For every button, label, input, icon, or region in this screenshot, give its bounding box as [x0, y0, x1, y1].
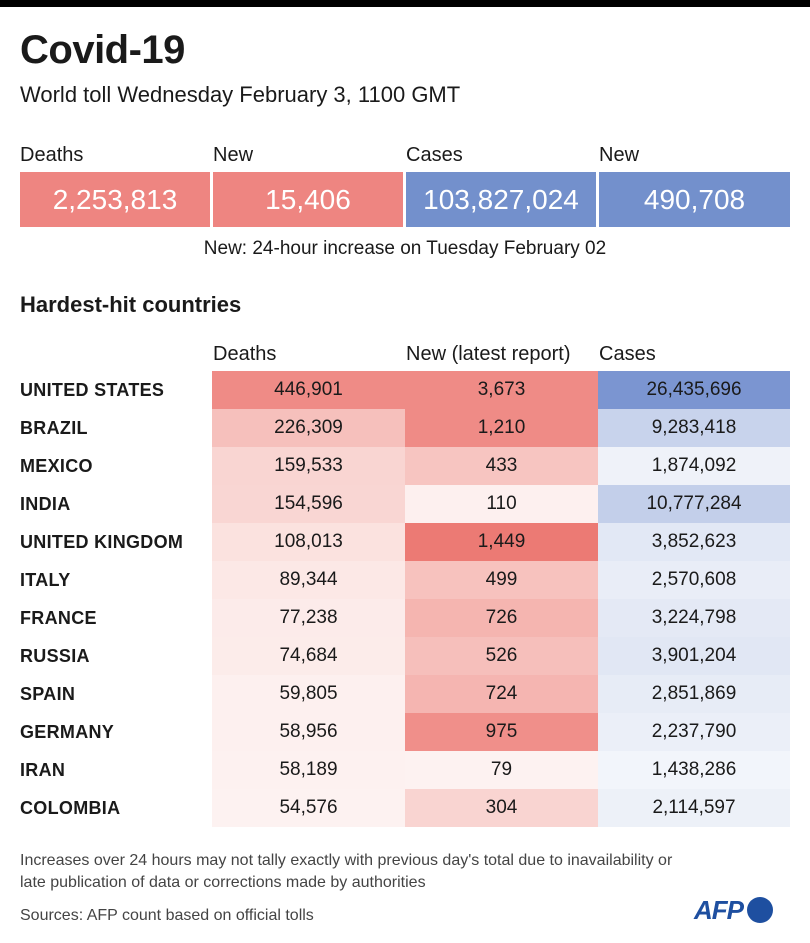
new-cell: 975 [405, 713, 598, 751]
deaths-cell: 154,596 [212, 485, 405, 523]
deaths-cell: 159,533 [212, 447, 405, 485]
country-name: RUSSIA [20, 646, 90, 666]
new-cell: 79 [405, 751, 598, 789]
footnote: Increases over 24 hours may not tally ex… [20, 852, 673, 891]
table-row: COLOMBIA 54,576 304 2,114,597 [0, 789, 810, 827]
cases-cell: 3,901,204 [598, 637, 790, 675]
new-cell: 1,449 [405, 523, 598, 561]
cases-cell: 1,438,286 [598, 751, 790, 789]
sources: Sources: AFP count based on official tol… [20, 907, 314, 924]
new-cell: 433 [405, 447, 598, 485]
new-cell: 526 [405, 637, 598, 675]
cases-cell: 26,435,696 [598, 371, 790, 409]
deaths-cell: 54,576 [212, 789, 405, 827]
new-definition-note: New: 24-hour increase on Tuesday Februar… [203, 238, 607, 259]
country-name: COLOMBIA [20, 798, 121, 818]
new-cell: 1,210 [405, 409, 598, 447]
cases-cell: 9,283,418 [598, 409, 790, 447]
deaths-cell: 74,684 [212, 637, 405, 675]
country-name: UNITED STATES [20, 380, 165, 400]
totals-header-cases: Cases [406, 144, 463, 166]
country-name: GERMANY [20, 722, 115, 742]
country-name: UNITED KINGDOM [20, 532, 184, 552]
cases-cell: 1,874,092 [598, 447, 790, 485]
new-cell: 3,673 [405, 371, 598, 409]
page-title: Covid-19 [20, 28, 185, 72]
afp-logo-dot-icon [747, 897, 773, 923]
column-header-new: New (latest report) [406, 343, 571, 365]
totals-header-new-cases: New [599, 144, 640, 166]
total-deaths: 2,253,813 [20, 172, 210, 227]
world-totals: 2,253,813 15,406 103,827,024 490,708 [20, 172, 790, 227]
top-rule [0, 0, 810, 7]
table-row: RUSSIA 74,684 526 3,901,204 [0, 637, 810, 675]
country-name: BRAZIL [20, 418, 88, 438]
totals-header-deaths: Deaths [20, 144, 84, 166]
cases-cell: 2,114,597 [598, 789, 790, 827]
deaths-cell: 89,344 [212, 561, 405, 599]
new-cell: 304 [405, 789, 598, 827]
new-cell: 724 [405, 675, 598, 713]
cases-cell: 10,777,284 [598, 485, 790, 523]
cases-cell: 2,570,608 [598, 561, 790, 599]
column-header-deaths: Deaths [213, 343, 277, 365]
afp-logo-text: AFP [694, 894, 744, 925]
country-name: MEXICO [20, 456, 93, 476]
deaths-cell: 77,238 [212, 599, 405, 637]
deaths-cell: 58,189 [212, 751, 405, 789]
table-row: UNITED KINGDOM 108,013 1,449 3,852,623 [0, 523, 810, 561]
cases-cell: 2,851,869 [598, 675, 790, 713]
deaths-cell: 58,956 [212, 713, 405, 751]
table-row: INDIA 154,596 110 10,777,284 [0, 485, 810, 523]
total-cases: 103,827,024 [406, 172, 596, 227]
afp-logo: AFP [694, 893, 773, 927]
deaths-cell: 108,013 [212, 523, 405, 561]
page-subtitle: World toll Wednesday February 3, 1100 GM… [20, 82, 461, 107]
country-name: INDIA [20, 494, 71, 514]
table-row: MEXICO 159,533 433 1,874,092 [0, 447, 810, 485]
table-row: GERMANY 58,956 975 2,237,790 [0, 713, 810, 751]
cases-cell: 2,237,790 [598, 713, 790, 751]
cases-cell: 3,852,623 [598, 523, 790, 561]
deaths-cell: 226,309 [212, 409, 405, 447]
totals-header-new-deaths: New [213, 144, 254, 166]
country-name: SPAIN [20, 684, 76, 704]
total-new-cases: 490,708 [599, 172, 790, 227]
new-cell: 110 [405, 485, 598, 523]
country-name: FRANCE [20, 608, 97, 628]
deaths-cell: 446,901 [212, 371, 405, 409]
table-row: SPAIN 59,805 724 2,851,869 [0, 675, 810, 713]
total-new-deaths: 15,406 [213, 172, 403, 227]
country-name: ITALY [20, 570, 71, 590]
table-row: ITALY 89,344 499 2,570,608 [0, 561, 810, 599]
country-name: IRAN [20, 760, 66, 780]
table-row: BRAZIL 226,309 1,210 9,283,418 [0, 409, 810, 447]
deaths-cell: 59,805 [212, 675, 405, 713]
table-row: FRANCE 77,238 726 3,224,798 [0, 599, 810, 637]
new-cell: 726 [405, 599, 598, 637]
table-row: UNITED STATES 446,901 3,673 26,435,696 [0, 371, 810, 409]
table-row: IRAN 58,189 79 1,438,286 [0, 751, 810, 789]
section-title: Hardest-hit countries [20, 292, 242, 317]
column-header-cases: Cases [599, 343, 656, 365]
cases-cell: 3,224,798 [598, 599, 790, 637]
new-cell: 499 [405, 561, 598, 599]
